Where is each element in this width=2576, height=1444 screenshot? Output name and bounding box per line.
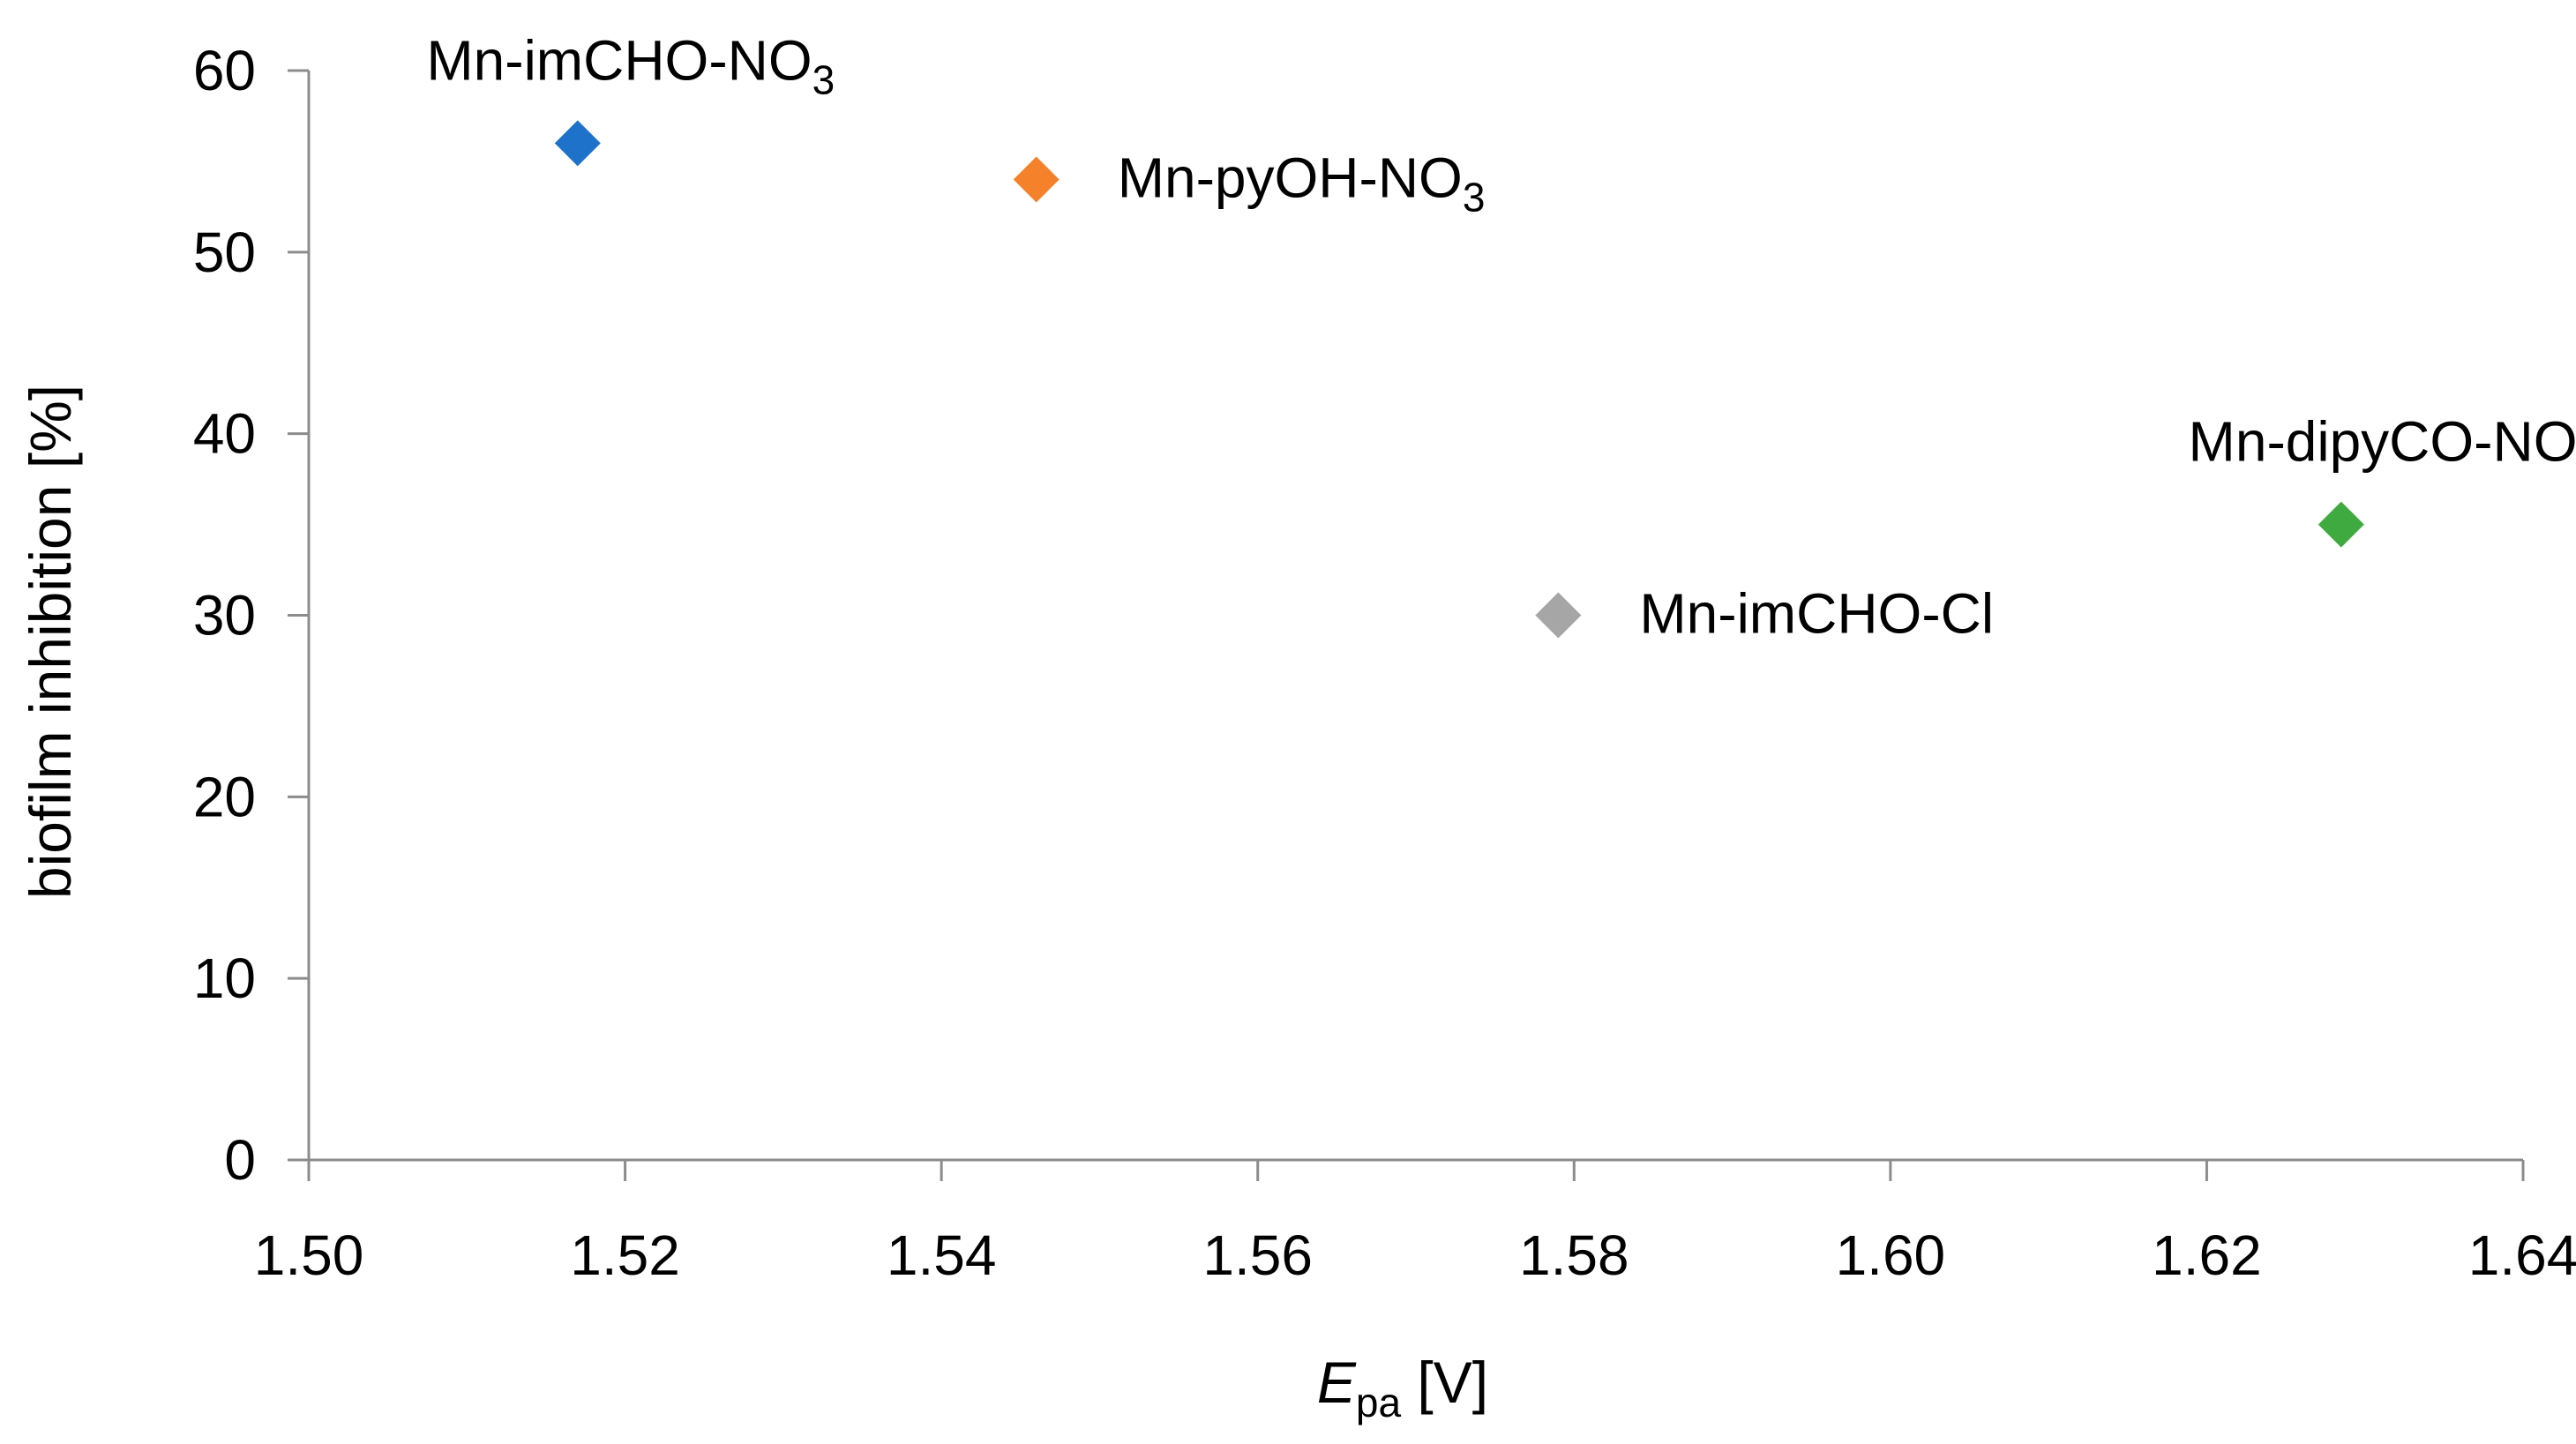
y-axis-title: biofilm inhibition [%]: [18, 385, 83, 899]
y-ticks: 0 10 20 30 40 50 60: [193, 39, 309, 1192]
x-tick-label: 1.50: [254, 1223, 364, 1287]
data-point-label-subscript: 3: [812, 56, 835, 102]
data-point-marker: [2318, 501, 2364, 548]
x-tick-label: 1.60: [1836, 1223, 1946, 1287]
data-point-label: Mn-dipyCO-NO3: [2189, 410, 2576, 484]
data-point-marker: [1535, 592, 1582, 639]
data-point-label: Mn-imCHO-Cl: [1639, 582, 1994, 646]
x-tick-label: 1.58: [1519, 1223, 1629, 1287]
y-tick-label: 40: [193, 402, 256, 466]
y-tick-label: 20: [193, 765, 256, 828]
data-points: Mn-imCHO-NO3Mn-pyOH-NO3Mn-imCHO-ClMn-dip…: [426, 28, 2576, 645]
data-point-label-main: Mn-imCHO-Cl: [1639, 582, 1994, 646]
x-tick-label: 1.62: [2152, 1223, 2262, 1287]
x-ticks: 1.50 1.52 1.54 1.56 1.58 1.60 1.62 1.64: [254, 1160, 2576, 1287]
x-axis-title-symbol: E: [1317, 1350, 1357, 1415]
data-point-marker: [1013, 156, 1060, 203]
x-tick-label: 1.52: [570, 1223, 680, 1287]
y-tick-label: 50: [193, 221, 256, 284]
x-axis-title: Epa [V]: [1317, 1350, 1488, 1425]
data-point-label-main: Mn-dipyCO-NO: [2189, 410, 2576, 474]
y-tick-label: 10: [193, 946, 256, 1010]
x-axis-title-subscript: pa: [1356, 1380, 1402, 1425]
x-tick-label: 1.54: [887, 1223, 997, 1287]
x-tick-label: 1.56: [1202, 1223, 1313, 1287]
data-point-label-main: Mn-imCHO-NO: [426, 28, 812, 92]
x-tick-label: 1.64: [2468, 1223, 2576, 1287]
y-tick-label: 30: [193, 584, 256, 647]
data-point-marker: [554, 120, 601, 167]
data-point-label: Mn-pyOH-NO3: [1118, 146, 1486, 221]
y-tick-label: 60: [193, 39, 256, 102]
axes: [307, 71, 2523, 1162]
data-point-label-main: Mn-pyOH-NO: [1118, 146, 1463, 210]
data-point-label-subscript: 3: [1463, 175, 1486, 221]
x-axis-title-unit: [V]: [1401, 1350, 1488, 1415]
data-point-label: Mn-imCHO-NO3: [426, 28, 835, 102]
y-tick-label: 0: [224, 1128, 256, 1192]
